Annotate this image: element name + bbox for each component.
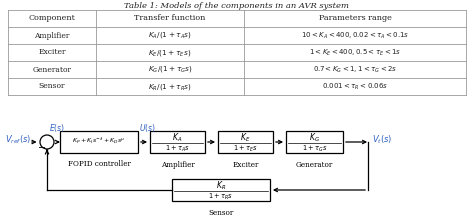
Text: $V_t(s)$: $V_t(s)$ xyxy=(372,134,392,146)
Text: Sensor: Sensor xyxy=(209,209,234,217)
Text: Component: Component xyxy=(28,15,75,22)
Text: Amplifier: Amplifier xyxy=(34,31,70,40)
Text: $1+\tau_R s$: $1+\tau_R s$ xyxy=(209,192,234,202)
Text: $1+\tau_E s$: $1+\tau_E s$ xyxy=(233,144,258,154)
Text: $K_R$: $K_R$ xyxy=(216,180,226,192)
Text: $V_{ref}(s)$: $V_{ref}(s)$ xyxy=(5,134,31,146)
Text: $E(s)$: $E(s)$ xyxy=(49,122,65,134)
Text: Exciter: Exciter xyxy=(232,161,259,169)
Text: $K_A/(1+\tau_A s)$: $K_A/(1+\tau_A s)$ xyxy=(148,31,192,40)
Text: Sensor: Sensor xyxy=(39,82,65,90)
Text: $K_E$: $K_E$ xyxy=(240,132,251,144)
Text: $1+\tau_G s$: $1+\tau_G s$ xyxy=(302,144,327,154)
Text: $-$: $-$ xyxy=(37,141,46,151)
Bar xyxy=(286,131,343,153)
Text: Amplifier: Amplifier xyxy=(161,161,194,169)
Text: Exciter: Exciter xyxy=(38,48,66,57)
Bar xyxy=(150,131,205,153)
Bar xyxy=(172,179,270,201)
Text: $0.001<\tau_R<0.06s$: $0.001<\tau_R<0.06s$ xyxy=(322,81,388,92)
Text: Transfer function: Transfer function xyxy=(134,15,206,22)
Text: $K_E/(1+\tau_E s)$: $K_E/(1+\tau_E s)$ xyxy=(148,48,191,57)
Text: $U(s)$: $U(s)$ xyxy=(139,122,156,134)
Text: $K_G$: $K_G$ xyxy=(309,132,320,144)
Text: $K_R/(1+\tau_R s)$: $K_R/(1+\tau_R s)$ xyxy=(148,81,192,92)
Bar xyxy=(60,131,138,153)
Text: $0.7<K_G<1, 1<\tau_G<2s$: $0.7<K_G<1, 1<\tau_G<2s$ xyxy=(313,64,397,75)
Text: FOPID controller: FOPID controller xyxy=(68,160,130,168)
Text: $1+\tau_A s$: $1+\tau_A s$ xyxy=(165,144,190,154)
Text: Table 1: Models of the components in an AVR system: Table 1: Models of the components in an … xyxy=(125,2,349,10)
Bar xyxy=(218,131,273,153)
Text: $K_P + K_I s^{-\lambda} + K_D s^{\mu}$: $K_P + K_I s^{-\lambda} + K_D s^{\mu}$ xyxy=(73,136,126,146)
Text: $K_A$: $K_A$ xyxy=(173,132,182,144)
Text: Generator: Generator xyxy=(296,161,333,169)
Text: $1<K_E<400, 0.5<\tau_E<1s$: $1<K_E<400, 0.5<\tau_E<1s$ xyxy=(309,47,401,58)
Text: $K_G/(1+\tau_G s)$: $K_G/(1+\tau_G s)$ xyxy=(147,64,192,75)
Text: Generator: Generator xyxy=(33,66,72,73)
Text: $10<K_A<400, 0.02<\tau_A<0.1s$: $10<K_A<400, 0.02<\tau_A<0.1s$ xyxy=(301,30,409,41)
Text: Parameters range: Parameters range xyxy=(319,15,392,22)
